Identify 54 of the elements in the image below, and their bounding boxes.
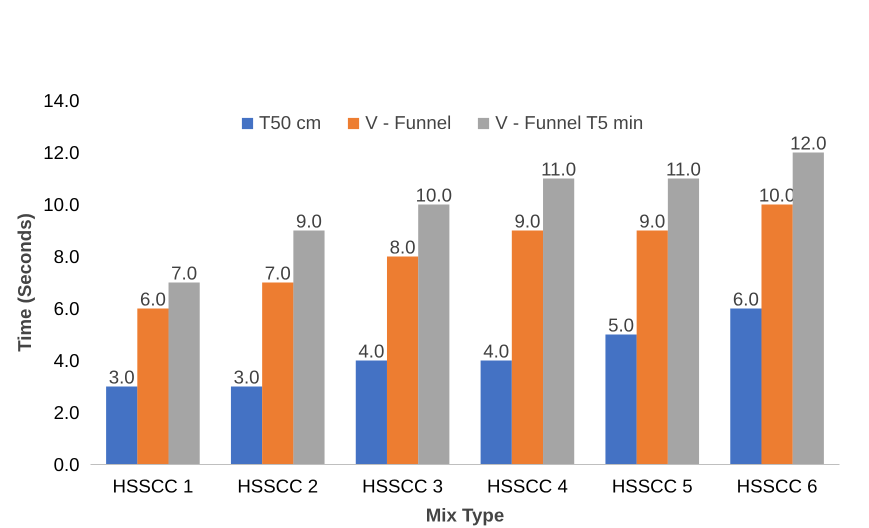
x-tick-label: HSSCC 5 <box>612 476 693 496</box>
bar <box>543 178 574 464</box>
x-axis-title: Mix Type <box>426 504 504 526</box>
bar <box>293 230 325 464</box>
data-label: 4.0 <box>358 340 384 362</box>
bar <box>356 360 387 464</box>
y-tick-label: 2.0 <box>54 402 80 423</box>
y-tick-label: 4.0 <box>54 350 80 371</box>
y-tick-label: 14.0 <box>43 90 80 111</box>
bar <box>668 178 700 464</box>
data-label: 5.0 <box>608 314 634 336</box>
data-label: 7.0 <box>171 262 198 284</box>
y-tick-label: 0.0 <box>54 454 80 475</box>
legend-label: V - Funnel T5 min <box>495 112 644 134</box>
data-label: 4.0 <box>483 340 510 362</box>
y-tick-label: 10.0 <box>43 194 80 215</box>
y-tick-label: 6.0 <box>54 298 80 319</box>
data-label: 9.0 <box>296 210 322 232</box>
bar <box>386 256 418 464</box>
data-label: 3.0 <box>234 366 260 388</box>
bar <box>230 386 262 464</box>
y-tick-label: 12.0 <box>43 142 80 163</box>
data-label: 12.0 <box>790 132 826 154</box>
data-label: 11.0 <box>541 158 576 180</box>
y-axis-title: Time (Seconds) <box>14 213 36 352</box>
legend-label: T50 cm <box>259 112 322 134</box>
data-label: 9.0 <box>514 210 540 232</box>
data-label: 11.0 <box>666 158 701 180</box>
bar <box>106 386 138 464</box>
x-tick-label: HSSCC 4 <box>486 476 568 496</box>
bar <box>418 204 450 464</box>
bar <box>761 204 793 464</box>
bar <box>137 308 169 464</box>
bar <box>168 282 200 464</box>
bar <box>512 230 544 464</box>
bar <box>605 334 637 464</box>
bar <box>792 152 824 464</box>
data-label: 6.0 <box>732 288 759 310</box>
x-tick-label: HSSCC 2 <box>237 476 318 496</box>
x-tick-label: HSSCC 1 <box>112 476 194 496</box>
data-label: 3.0 <box>108 366 135 388</box>
data-label: 10.0 <box>416 184 452 206</box>
bar <box>730 308 762 464</box>
legend-label: V - Funnel <box>365 112 452 134</box>
x-tick-label: HSSCC 3 <box>362 476 444 496</box>
data-label: 7.0 <box>264 262 291 284</box>
x-tick-label: HSSCC 6 <box>736 476 818 496</box>
bar <box>262 282 294 464</box>
data-label: 6.0 <box>140 288 166 310</box>
bar <box>636 230 668 464</box>
bar <box>480 360 512 464</box>
data-label: 9.0 <box>639 210 666 232</box>
data-label: 8.0 <box>390 236 416 258</box>
y-tick-label: 8.0 <box>54 246 80 267</box>
